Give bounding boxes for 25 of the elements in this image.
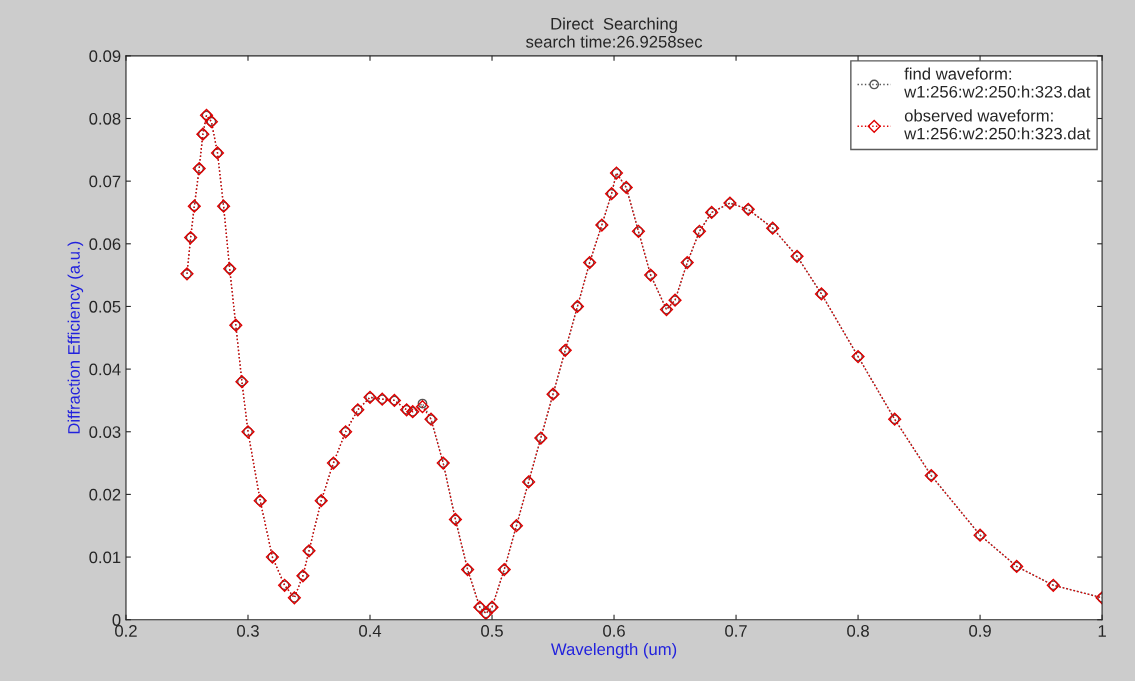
x-tick-label: 0.2 [115,625,137,637]
chart-title: Direct Searching [551,17,677,34]
legend-label: find waveform: w1:256:w2:250:h:323.dat [904,67,1091,98]
x-tick-label: 0.5 [481,625,503,637]
x-tick-label: 0.7 [725,625,747,637]
y-tick-label: 0.04 [89,363,121,376]
y-tick-label: 0.08 [89,112,121,125]
y-tick-label: 0.01 [89,551,121,564]
y-tick-label: 0.05 [89,300,121,313]
x-tick-label: 0.6 [603,625,625,637]
x-tick-label: 1 [1098,625,1106,637]
y-axis-title: Diffraction Efficiency (a.u.) [67,241,84,434]
y-tick-label: 0.06 [89,238,121,250]
y-tick-label: 0 [112,614,121,626]
legend-label: observed waveform: w1:256:w2:250:h:323.dat [904,109,1091,140]
chart-subtitle: search time:26.9258sec [526,35,703,48]
x-tick-label: 0.4 [359,625,382,637]
y-tick-label: 0.09 [89,50,121,63]
y-tick-label: 0.03 [89,426,121,438]
x-tick-label: 0.8 [847,625,869,637]
y-tick-label: 0.02 [89,488,121,501]
x-tick-label: 0.9 [969,625,991,637]
x-tick-label: 0.3 [237,625,259,637]
y-tick-label: 0.07 [89,175,121,188]
x-axis-title: Wavelength (um) [550,642,677,659]
